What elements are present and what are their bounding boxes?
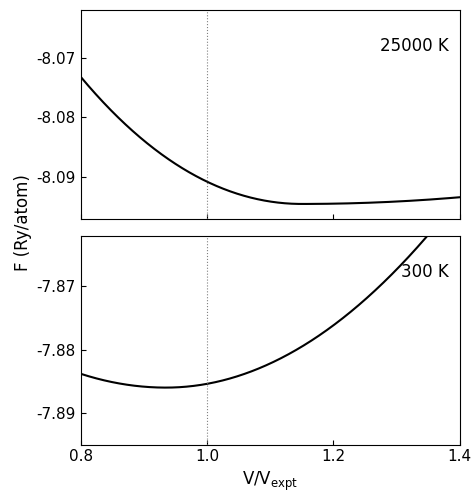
Text: 300 K: 300 K [401,263,448,281]
Text: 25000 K: 25000 K [380,37,448,55]
Text: F (Ry/atom): F (Ry/atom) [14,174,32,271]
X-axis label: V/V$_{\rm expt}$: V/V$_{\rm expt}$ [242,470,298,493]
